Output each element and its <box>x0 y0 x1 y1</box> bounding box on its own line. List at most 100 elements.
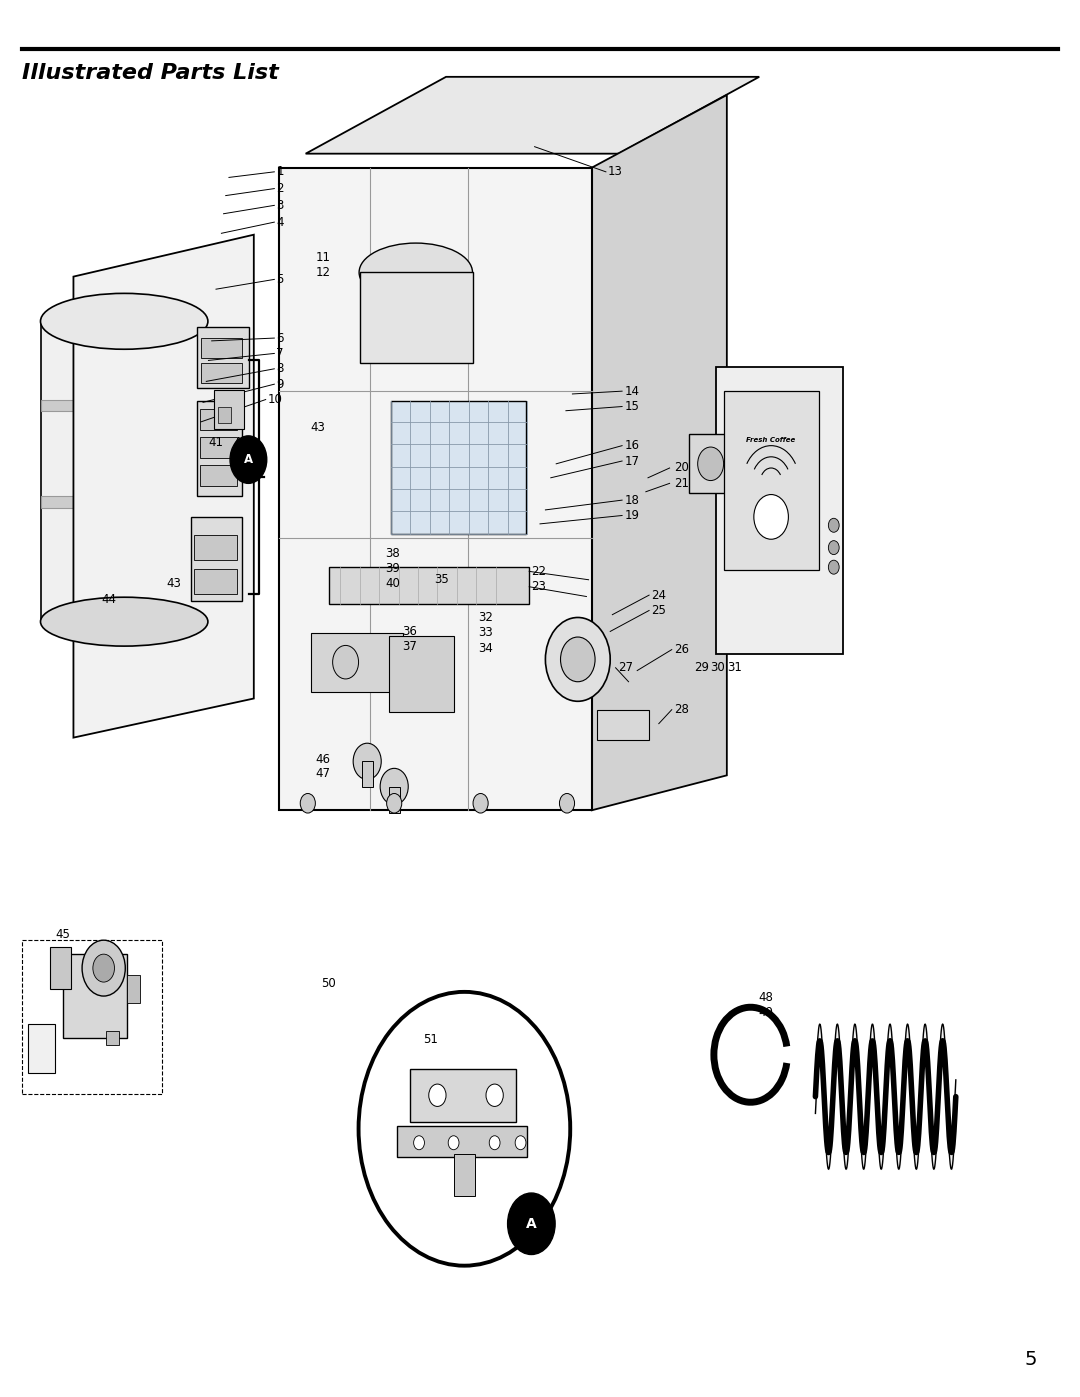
Text: 34: 34 <box>478 641 494 655</box>
Text: 4: 4 <box>276 215 284 229</box>
Bar <box>197 401 242 496</box>
Text: 2: 2 <box>276 182 284 196</box>
Polygon shape <box>592 95 727 810</box>
Text: 42: 42 <box>233 436 248 450</box>
Bar <box>201 409 238 430</box>
Text: 12: 12 <box>315 265 330 279</box>
Bar <box>201 338 242 358</box>
Bar <box>724 391 819 570</box>
Text: 7: 7 <box>276 346 284 360</box>
Ellipse shape <box>359 243 473 302</box>
Ellipse shape <box>41 598 207 645</box>
Bar <box>597 710 649 740</box>
Text: 9: 9 <box>276 377 284 391</box>
Text: 47: 47 <box>315 767 330 781</box>
Text: 1: 1 <box>276 165 284 179</box>
Bar <box>41 321 207 622</box>
Circle shape <box>353 743 381 780</box>
Text: 31: 31 <box>727 661 742 675</box>
Text: 5: 5 <box>1024 1350 1037 1369</box>
Bar <box>397 1126 527 1157</box>
Text: 13: 13 <box>608 165 623 179</box>
Text: 32: 32 <box>478 610 494 624</box>
Bar <box>311 633 403 692</box>
Bar <box>389 787 400 813</box>
Text: 51: 51 <box>423 1032 438 1046</box>
Text: 10: 10 <box>268 393 283 407</box>
Bar <box>194 535 238 560</box>
Bar <box>127 975 140 1003</box>
Bar <box>362 761 373 787</box>
Text: 39: 39 <box>386 562 401 576</box>
Text: 44: 44 <box>102 592 117 606</box>
Bar <box>218 407 231 423</box>
Circle shape <box>429 1084 446 1106</box>
Circle shape <box>473 793 488 813</box>
Circle shape <box>828 560 839 574</box>
Bar <box>190 517 242 601</box>
Text: 23: 23 <box>531 580 546 594</box>
Text: 18: 18 <box>624 493 639 507</box>
Text: 40: 40 <box>386 577 401 591</box>
Circle shape <box>333 645 359 679</box>
Circle shape <box>698 447 724 481</box>
Text: 28: 28 <box>674 703 689 717</box>
Text: 11: 11 <box>315 250 330 264</box>
Circle shape <box>515 1136 526 1150</box>
Bar <box>50 947 71 989</box>
Text: 41: 41 <box>208 436 224 450</box>
Text: 45: 45 <box>55 928 70 942</box>
Circle shape <box>82 940 125 996</box>
Text: 36: 36 <box>402 624 417 638</box>
Bar <box>201 437 238 458</box>
Text: 20: 20 <box>674 461 689 475</box>
Text: 21: 21 <box>674 476 689 490</box>
Text: 26: 26 <box>674 643 689 657</box>
Bar <box>214 390 244 429</box>
Circle shape <box>93 954 114 982</box>
Polygon shape <box>73 235 254 738</box>
Bar <box>194 569 238 594</box>
Circle shape <box>508 1193 555 1255</box>
Text: 25: 25 <box>651 604 666 617</box>
Text: 50: 50 <box>321 977 336 990</box>
Bar <box>279 168 592 810</box>
Circle shape <box>754 495 788 539</box>
Text: 6: 6 <box>276 331 284 345</box>
Text: 5: 5 <box>276 272 284 286</box>
Bar <box>391 401 526 534</box>
Bar <box>63 954 127 1038</box>
Text: 48: 48 <box>758 990 773 1004</box>
Bar <box>389 636 454 712</box>
Bar <box>106 1031 119 1045</box>
Circle shape <box>448 1136 459 1150</box>
Text: 49: 49 <box>758 1006 773 1020</box>
Bar <box>201 363 242 383</box>
Circle shape <box>380 768 408 805</box>
Circle shape <box>414 1136 424 1150</box>
Bar <box>454 1154 475 1196</box>
Text: 24: 24 <box>651 588 666 602</box>
Circle shape <box>486 1084 503 1106</box>
Text: 19: 19 <box>624 509 639 522</box>
Text: 46: 46 <box>315 753 330 767</box>
Text: Fresh Coffee: Fresh Coffee <box>746 437 796 443</box>
Circle shape <box>359 992 570 1266</box>
Circle shape <box>230 436 267 483</box>
Text: 16: 16 <box>624 439 639 453</box>
Circle shape <box>387 793 402 813</box>
Text: 3: 3 <box>276 198 284 212</box>
Circle shape <box>300 793 315 813</box>
Bar <box>197 327 248 388</box>
Text: 30: 30 <box>711 661 726 675</box>
Circle shape <box>559 793 575 813</box>
Polygon shape <box>306 77 759 154</box>
Text: 33: 33 <box>478 626 494 640</box>
Text: 29: 29 <box>694 661 710 675</box>
Text: 37: 37 <box>402 640 417 654</box>
Bar <box>410 1069 516 1122</box>
Text: 17: 17 <box>624 454 639 468</box>
Text: 38: 38 <box>386 546 401 560</box>
Circle shape <box>545 617 610 701</box>
Text: 22: 22 <box>531 564 546 578</box>
